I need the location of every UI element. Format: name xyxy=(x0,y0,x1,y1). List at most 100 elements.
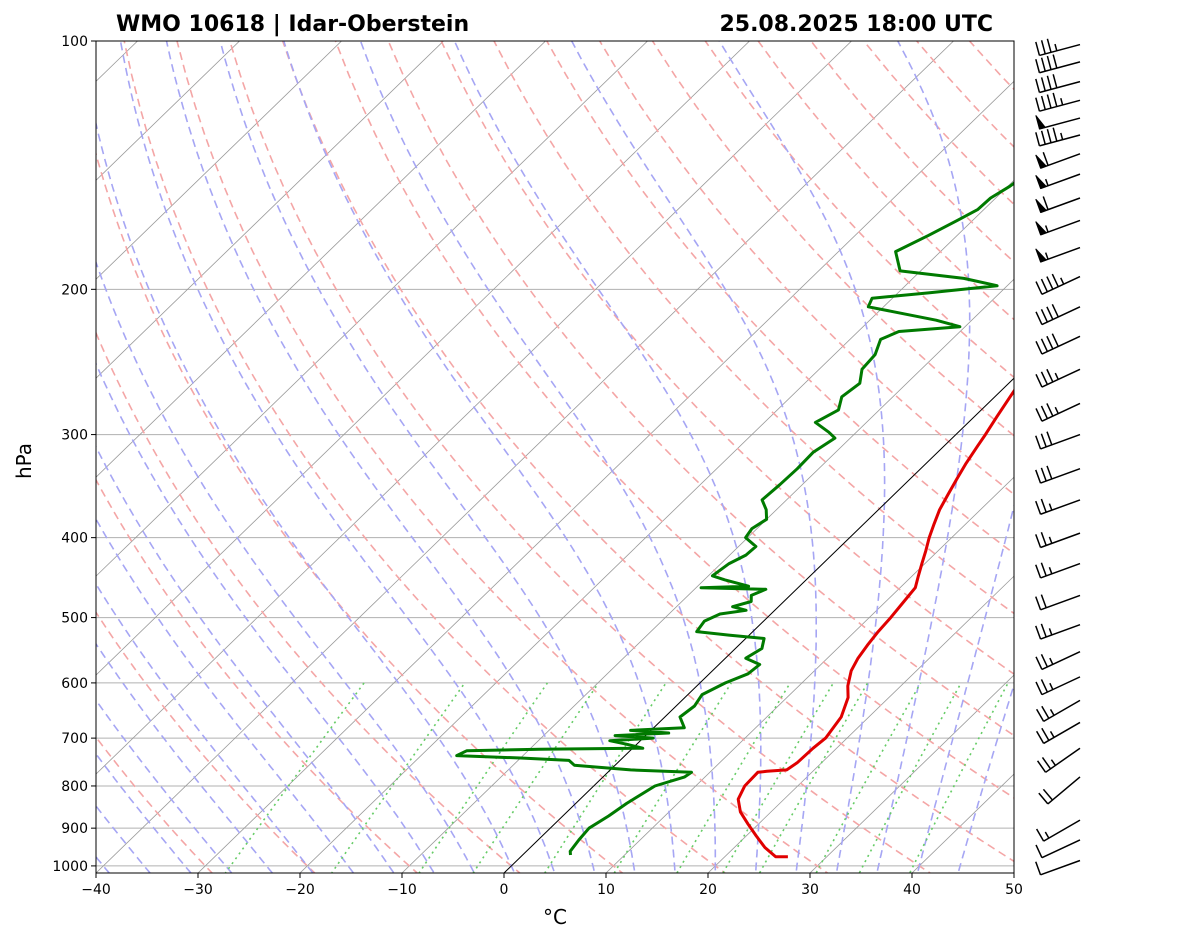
moist-adiabat-line xyxy=(283,41,676,873)
mixing-ratio-line xyxy=(472,682,600,873)
wind-barb xyxy=(1035,219,1081,236)
x-tick-label: 40 xyxy=(903,882,921,898)
x-tick-label: 0 xyxy=(500,882,509,898)
mixing-ratio-line xyxy=(815,682,922,873)
dry-adiabat-line xyxy=(281,41,1014,863)
moist-adiabat-line xyxy=(96,361,435,873)
dry-adiabat-line xyxy=(229,41,932,873)
mixing-ratio-lines xyxy=(224,682,1009,873)
wind-barb xyxy=(1035,498,1081,515)
wind-barb xyxy=(1035,273,1081,295)
wind-barb xyxy=(1035,402,1081,422)
dry-adiabat-line xyxy=(651,41,1014,437)
y-tick-label: 200 xyxy=(61,282,88,298)
x-tick-label: −40 xyxy=(81,882,111,898)
wind-barb xyxy=(1035,819,1081,842)
wind-barb xyxy=(1035,54,1081,74)
wind-barb xyxy=(1035,431,1081,450)
isotherm-line xyxy=(96,41,343,280)
wind-barb xyxy=(1035,74,1081,94)
isotherm-line xyxy=(96,41,241,181)
wind-barb xyxy=(1035,721,1081,745)
moist-adiabat-line xyxy=(96,517,355,873)
wind-barb xyxy=(1036,747,1081,773)
mixing-ratio-line xyxy=(613,682,732,873)
dry-adiabat-line xyxy=(599,41,1014,496)
x-axis-label: °C xyxy=(543,905,567,929)
mixing-ratio-line xyxy=(908,682,1009,873)
wind-barb xyxy=(1035,246,1081,263)
moist-adiabat-line xyxy=(876,41,971,873)
wind-barb xyxy=(1035,623,1081,640)
x-tick-label: 10 xyxy=(597,882,615,898)
wind-barb xyxy=(1035,127,1081,147)
isotherm-line xyxy=(96,41,955,873)
mixing-ratio-line xyxy=(758,682,869,873)
moist-adiabat-line xyxy=(96,260,476,873)
y-tick-label: 700 xyxy=(61,731,88,747)
dry-adiabat-line xyxy=(96,330,522,873)
wind-barb xyxy=(1035,562,1081,579)
temperature-profile-line xyxy=(736,388,1014,859)
dry-adiabat-line xyxy=(546,41,1014,555)
y-tick-label: 300 xyxy=(61,428,88,444)
x-axis: −40 −30 −20 −10 0 10 20 30 40 50 xyxy=(81,873,1023,898)
isotherm-line xyxy=(96,41,649,577)
wind-barb xyxy=(1035,92,1081,112)
mixing-ratio-line xyxy=(676,682,791,873)
isotherm-line xyxy=(197,80,1014,873)
y-tick-label: 800 xyxy=(61,779,88,795)
dry-adiabats xyxy=(96,41,1181,883)
y-tick-label: 1000 xyxy=(52,859,88,875)
wind-barb xyxy=(1038,776,1081,805)
moist-adiabat-line xyxy=(96,582,314,873)
x-tick-label: 30 xyxy=(801,882,819,898)
wind-barb xyxy=(1035,368,1081,388)
wind-barb xyxy=(1035,651,1081,671)
chart-title-right: 25.08.2025 18:00 UTC xyxy=(719,12,993,37)
isotherm-line xyxy=(96,41,445,379)
isotherm-line xyxy=(96,41,547,478)
dry-adiabat-line xyxy=(96,735,214,873)
wind-barb xyxy=(1035,465,1081,484)
wind-barb xyxy=(1035,699,1081,723)
dry-adiabat-line xyxy=(96,478,419,873)
moist-adiabat-line xyxy=(96,445,395,873)
wind-barb xyxy=(1035,38,1081,57)
isotherm-line xyxy=(809,674,1014,873)
dry-adiabat-line xyxy=(96,610,316,873)
moist-adiabat-line xyxy=(359,41,717,873)
wind-barb xyxy=(1035,532,1081,549)
wind-barb xyxy=(1035,676,1081,696)
y-tick-label: 500 xyxy=(61,611,88,627)
wind-barb xyxy=(1035,303,1081,326)
plot-area xyxy=(96,41,1181,883)
y-tick-label: 100 xyxy=(61,34,88,50)
moist-adiabat-line xyxy=(718,41,886,873)
wind-barb xyxy=(1035,839,1081,859)
isotherm-line xyxy=(707,575,1014,873)
mixing-ratio-line xyxy=(858,682,962,873)
isotherm-line xyxy=(401,278,1014,873)
plot-frame xyxy=(95,40,1015,874)
isotherm-line xyxy=(1013,872,1014,873)
mixing-ratio-line xyxy=(330,682,466,873)
y-axis: 1000 900 800 700 600 500 400 300 200 100 xyxy=(52,34,96,875)
wind-barb xyxy=(1035,151,1081,169)
y-tick-label: 900 xyxy=(61,821,88,837)
x-tick-label: 50 xyxy=(1005,882,1023,898)
x-tick-label: −20 xyxy=(285,882,315,898)
moist-adiabat-line xyxy=(165,41,596,873)
y-axis-label: hPa xyxy=(12,443,36,479)
moist-adiabat-line xyxy=(96,120,516,873)
dry-adiabat-line xyxy=(123,41,727,873)
dry-adiabat-line xyxy=(1022,41,1181,883)
moist-adiabat-line xyxy=(96,642,274,873)
x-tick-label: −10 xyxy=(387,882,417,898)
mixing-ratio-line xyxy=(543,682,667,873)
wind-barb xyxy=(1035,173,1081,190)
isotherm-line xyxy=(299,179,1014,873)
x-tick-label: 20 xyxy=(699,882,717,898)
isotherm-line xyxy=(96,41,853,775)
